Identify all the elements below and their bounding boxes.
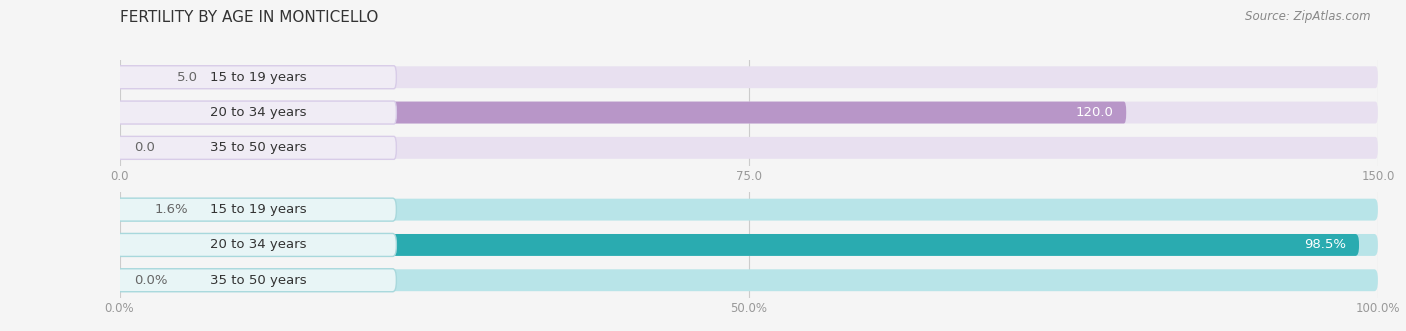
FancyBboxPatch shape	[120, 199, 139, 220]
Text: 120.0: 120.0	[1076, 106, 1114, 119]
Text: 98.5%: 98.5%	[1305, 238, 1347, 252]
FancyBboxPatch shape	[117, 66, 396, 89]
Text: 35 to 50 years: 35 to 50 years	[209, 141, 307, 154]
FancyBboxPatch shape	[120, 102, 1378, 123]
Text: 35 to 50 years: 35 to 50 years	[209, 274, 307, 287]
FancyBboxPatch shape	[120, 199, 1378, 220]
Text: 1.6%: 1.6%	[155, 203, 188, 216]
Text: 0.0: 0.0	[135, 141, 156, 154]
FancyBboxPatch shape	[120, 234, 1378, 256]
Text: 0.0%: 0.0%	[135, 274, 169, 287]
Text: FERTILITY BY AGE IN MONTICELLO: FERTILITY BY AGE IN MONTICELLO	[120, 10, 378, 25]
FancyBboxPatch shape	[117, 233, 396, 257]
Text: 15 to 19 years: 15 to 19 years	[209, 203, 307, 216]
FancyBboxPatch shape	[120, 66, 162, 88]
FancyBboxPatch shape	[120, 66, 1378, 88]
Text: 5.0: 5.0	[177, 71, 198, 84]
Text: Source: ZipAtlas.com: Source: ZipAtlas.com	[1246, 10, 1371, 23]
FancyBboxPatch shape	[120, 137, 1378, 159]
FancyBboxPatch shape	[120, 102, 1126, 123]
FancyBboxPatch shape	[120, 269, 1378, 291]
Text: 20 to 34 years: 20 to 34 years	[209, 106, 307, 119]
FancyBboxPatch shape	[117, 136, 396, 159]
FancyBboxPatch shape	[117, 101, 396, 124]
FancyBboxPatch shape	[120, 234, 1360, 256]
Text: 15 to 19 years: 15 to 19 years	[209, 71, 307, 84]
FancyBboxPatch shape	[117, 198, 396, 221]
FancyBboxPatch shape	[117, 269, 396, 292]
Text: 20 to 34 years: 20 to 34 years	[209, 238, 307, 252]
